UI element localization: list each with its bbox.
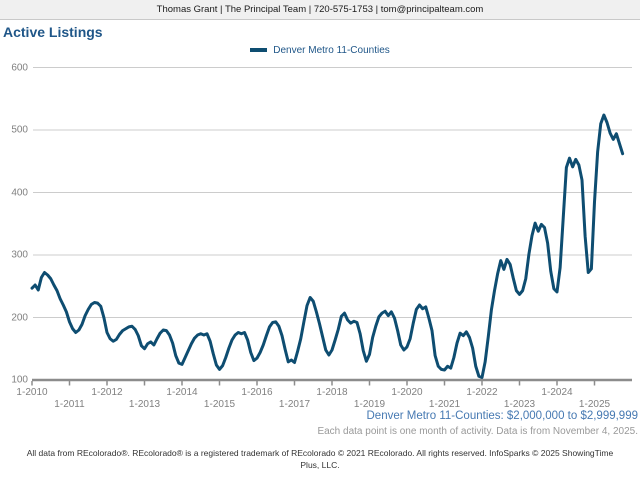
data-freshness-note: Each data point is one month of activity… <box>317 426 638 437</box>
y-axis-label-100: 100 <box>11 374 28 386</box>
y-axis-label-300: 300 <box>11 249 28 261</box>
series-denver-metro-line <box>30 113 625 379</box>
y-axis-label-200: 200 <box>11 312 28 323</box>
x-axis-label-1-2013: 1-2013 <box>128 399 161 410</box>
x-axis-label-1-2012: 1-2012 <box>91 387 123 398</box>
page-title: Active Listings <box>3 24 103 40</box>
price-range-note: Denver Metro 11-Counties: $2,000,000 to … <box>366 410 639 422</box>
y-axis-label-400: 400 <box>11 187 28 198</box>
x-axis-label-1-2022: 1-2022 <box>466 387 498 398</box>
chart-legend: Denver Metro 11-Counties <box>0 44 640 56</box>
x-axis-label-1-2011: 1-2011 <box>54 399 85 410</box>
x-axis-label-1-2020: 1-2020 <box>391 387 423 398</box>
copyright-footer: All data from REcolorado®. REcolorado® i… <box>26 448 614 470</box>
x-axis-label-1-2015: 1-2015 <box>203 399 236 410</box>
x-axis-label-1-2021: 1-2021 <box>428 399 461 410</box>
x-axis-label-1-2016: 1-2016 <box>241 387 273 398</box>
y-axis-label-600: 600 <box>11 62 28 73</box>
x-axis-label-1-2010: 1-2010 <box>16 387 48 398</box>
agent-contact-text: Thomas Grant | The Principal Team | 720-… <box>156 4 484 15</box>
x-axis-label-1-2024: 1-2024 <box>541 387 573 398</box>
legend-label: Denver Metro 11-Counties <box>273 44 390 56</box>
x-axis-label-1-2017: 1-2017 <box>278 399 311 410</box>
x-axis-label-1-2014: 1-2014 <box>166 387 198 398</box>
x-axis-label-1-2023: 1-2023 <box>503 399 536 410</box>
x-axis-label-1-2018: 1-2018 <box>316 387 348 398</box>
x-axis-label-1-2019: 1-2019 <box>353 399 386 410</box>
x-axis-label-1-2025: 1-2025 <box>578 399 611 410</box>
legend-line-swatch <box>250 48 268 52</box>
y-axis-label-500: 500 <box>11 124 28 136</box>
header-bar: Thomas Grant | The Principal Team | 720-… <box>0 0 640 20</box>
